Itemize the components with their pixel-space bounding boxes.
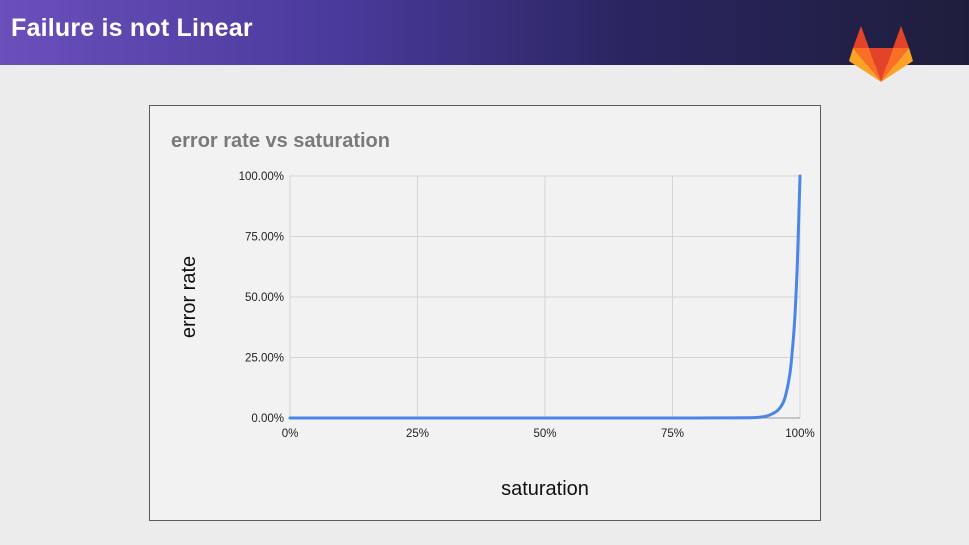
- y-tick-label: 75.00%: [245, 232, 284, 244]
- header-bar: [0, 0, 969, 65]
- y-axis-title: error rate: [178, 256, 200, 338]
- chart-frame: error rate vs saturation 0% 25% 50% 75% 100%…: [149, 105, 821, 521]
- series-line: [288, 174, 802, 420]
- y-tick-label: 50.00%: [245, 292, 284, 304]
- chart-title: error rate vs saturation: [171, 130, 390, 152]
- line-chart: 0% 25% 50% 75% 100% 0.00% 25.00% 50.00% 75.00% 10…: [178, 171, 815, 500]
- y-tick-label: 25.00%: [245, 353, 284, 365]
- x-tick-label: 75%: [661, 428, 684, 440]
- x-axis-title: saturation: [501, 478, 589, 500]
- slide-title: Failure is not Linear: [11, 14, 253, 42]
- y-tick-label: 0.00%: [251, 413, 284, 425]
- x-tick-label: 0%: [282, 428, 299, 440]
- x-tick-label: 50%: [533, 428, 556, 440]
- x-tick-label: 100%: [785, 428, 814, 440]
- gitlab-tanuki-icon: [849, 26, 913, 82]
- y-tick-label: 100.00%: [239, 171, 284, 183]
- x-tick-label: 25%: [406, 428, 429, 440]
